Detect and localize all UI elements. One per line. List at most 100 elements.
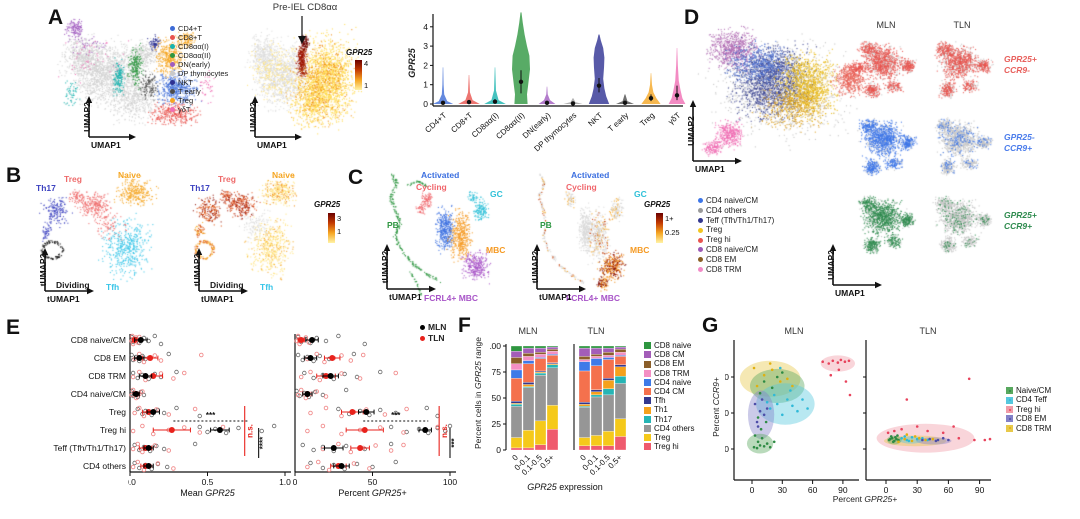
x-axis-label: tUMAP1 (389, 292, 422, 302)
legend-item: CD8 TRM (644, 369, 694, 378)
row-label: Treg hi (99, 425, 126, 435)
ccr9-gpr25-scatter-plot: 0 40 80 0 30 60 90 0 30 60 90 (725, 340, 992, 495)
legend-item: Treg hi (644, 442, 694, 451)
label-fcrl4-mbc-2: FCRL4+ MBC (566, 293, 621, 303)
legend-item: DN(early) (170, 60, 228, 69)
legend-item: Treg hi (1006, 405, 1051, 414)
legend-swatch-icon (644, 360, 651, 368)
label-pb-2: PB (540, 220, 552, 230)
legend-swatch-icon (698, 266, 703, 272)
tln-header-d: TLN (953, 20, 971, 30)
legend-item: Th1 (644, 405, 694, 414)
umap-thymocytes-clusters (52, 14, 237, 156)
label-gc: GC (490, 189, 503, 199)
svg-text:1.0: 1.0 (279, 477, 291, 487)
panel-b-label: B (6, 164, 22, 187)
row-label: CD8 EM (93, 353, 126, 363)
panel-f-legend: CD8 naive CD8 CM CD8 EM CD8 TRM CD4 naive CD4… (644, 341, 694, 451)
svg-text:30: 30 (778, 485, 788, 495)
umap-axes-d-small: UMAP1 UMAP2 (824, 242, 886, 300)
legend-swatch-icon (698, 247, 703, 253)
panel-g-legend: Naive/CM CD4 Teff Treg hi CD8 EM CD8 TRM (1006, 386, 1051, 433)
tumap-cd4-gpr25 (181, 170, 316, 298)
legend-item: NKT (170, 78, 228, 87)
legend-swatch-icon (1006, 396, 1013, 404)
y-axis-label: UMAP2 (686, 115, 696, 146)
panel-f-ylabel: Percent cells in GPR25 range (473, 337, 483, 449)
legend-swatch-icon (698, 198, 703, 204)
umap-tln-gpr25pos-ccr9pos (926, 189, 998, 263)
legend-item: CD8 naive/CM (698, 245, 774, 255)
pre-iel-title: Pre-IEL CD8αα (272, 2, 338, 13)
tumap-axes-c2: tUMAP1 tUMAP2 (528, 242, 590, 304)
svg-text:50: 50 (492, 393, 502, 403)
legend-swatch-icon (420, 336, 425, 341)
legend-swatch-icon (1006, 406, 1013, 414)
x-axis-label: tUMAP1 (539, 292, 572, 302)
svg-text:Percent GPR25+: Percent GPR25+ (338, 488, 406, 498)
label-gc-2: GC (634, 189, 647, 199)
legend-item: Tfh (644, 396, 694, 405)
legend-swatch-icon (644, 434, 651, 442)
legend-swatch-icon (644, 406, 651, 414)
svg-text:75: 75 (492, 367, 502, 377)
row-label-gpr25pos-ccr9neg: GPR25+ CCR9- (1004, 54, 1037, 75)
svg-text:4: 4 (423, 22, 428, 32)
umap-mln-gpr25pos-ccr9neg (850, 34, 922, 108)
y-axis-label: UMAP2 (82, 101, 92, 132)
legend-swatch-icon (170, 44, 175, 49)
tumap-bcell-gpr25 (518, 170, 648, 302)
svg-text:80: 80 (725, 372, 729, 382)
legend-item: CD4+T (170, 24, 228, 33)
tumap-axes-c1: tUMAP1 tUMAP2 (378, 242, 440, 304)
svg-text:0.5+: 0.5+ (538, 453, 556, 471)
panel-f-label: F (458, 314, 471, 337)
legend-swatch-icon (644, 378, 651, 386)
svg-text:***: *** (450, 437, 459, 447)
y-axis-label: tUMAP2 (38, 253, 48, 286)
row-label: Treg (108, 407, 126, 417)
legend-item: CD4 naive (644, 378, 694, 387)
legend-swatch-icon (698, 208, 703, 214)
x-axis-label: UMAP1 (695, 164, 725, 174)
violin-ylabel: GPR25 (407, 48, 417, 78)
legend-item: Treg (170, 96, 228, 105)
tumap-bcell-clusters (366, 170, 518, 302)
legend-item: CD8 TRM (1006, 424, 1051, 433)
mln-header-g: MLN (784, 326, 804, 336)
svg-text:100: 100 (490, 341, 501, 351)
label-th17-2: Th17 (190, 183, 210, 193)
legend-swatch-icon (698, 227, 703, 233)
svg-text:0: 0 (725, 444, 729, 454)
legend-item: CD8 EM (698, 255, 774, 265)
umap-axes-d: UMAP1 UMAP2 (684, 98, 746, 176)
svg-text:3: 3 (423, 41, 428, 51)
legend-swatch-icon (170, 98, 175, 103)
legend-swatch-icon (170, 71, 175, 76)
tln-header-f: TLN (587, 326, 605, 336)
svg-text:0: 0 (496, 445, 501, 455)
legend-item: CD8 EM (1006, 414, 1051, 423)
svg-text:CD8αα(II): CD8αα(II) (494, 111, 526, 141)
label-treg-2: Treg (218, 174, 236, 184)
gpr25-range-bar-plot: 025507510000-0.10.1-0.50.5+00-0.10.1-0.5… (490, 341, 627, 492)
svg-text:NKT: NKT (586, 111, 604, 128)
legend-item: CD4 others (644, 424, 694, 433)
svg-text:90: 90 (975, 485, 985, 495)
row-label-gpr25pos-ccr9pos: GPR25+ CCR9+ (1004, 210, 1037, 231)
label-naive-2: Naive (272, 170, 295, 180)
row-label: CD8 naive/CM (70, 335, 126, 345)
tumap-axes-b1: tUMAP1 tUMAP2 (36, 246, 98, 306)
y-axis-label: tUMAP2 (192, 253, 202, 286)
y-axis-label: UMAP2 (826, 249, 836, 280)
legend-item: Th17 (644, 415, 694, 424)
mln-header-f: MLN (518, 326, 538, 336)
svg-text:****: **** (259, 436, 268, 449)
panel-c-label: C (348, 166, 364, 189)
umap-tln-gpr25pos-ccr9neg (926, 34, 998, 108)
umap-axes-a1: UMAP1 UMAP2 (80, 94, 140, 152)
panel-e-legend: MLN TLN (420, 322, 446, 344)
y-axis-label: tUMAP2 (380, 250, 390, 283)
